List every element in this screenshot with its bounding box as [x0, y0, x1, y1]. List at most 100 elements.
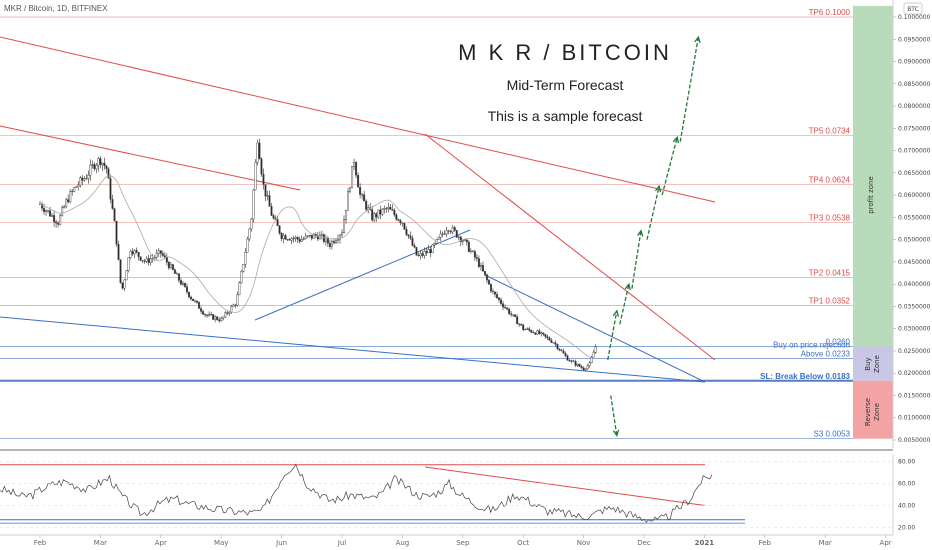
candle-body: [57, 222, 60, 225]
level-label-5: TP1 0.0352: [809, 297, 851, 306]
indicator-line: [0, 463, 713, 523]
candle-body: [504, 306, 507, 309]
candle-body: [270, 206, 273, 216]
profit-zone-label: profit zone: [867, 176, 875, 214]
y-tick-label: 0.0500000: [898, 237, 931, 244]
candle-body: [169, 264, 172, 269]
candle-body: [383, 208, 386, 210]
candle-body: [427, 249, 430, 254]
candle-body: [173, 269, 176, 274]
candle-body: [149, 258, 152, 264]
x-tick-label: Feb: [34, 539, 47, 547]
trendlines: [0, 36, 716, 383]
candle-body: [59, 215, 62, 225]
level-label-1: TP5 0.0734: [809, 126, 851, 135]
x-tick-label: Feb: [759, 539, 772, 547]
level-label-3: TP3 0.0538: [809, 214, 851, 223]
candle-body: [431, 244, 434, 253]
y-tick-label: 0.0050000: [898, 437, 931, 444]
candle-body: [469, 250, 472, 252]
forecast-arrow-1: [619, 284, 630, 325]
candle-body: [590, 357, 593, 364]
candle-body: [387, 206, 390, 209]
candle-body: [546, 336, 549, 338]
candle-body: [264, 184, 267, 197]
candle-body: [133, 250, 136, 255]
level-label-2: TP4 0.0624: [809, 175, 851, 184]
candle-body: [175, 273, 178, 275]
candle-body: [308, 234, 311, 237]
candle-body: [345, 210, 348, 220]
candle-body: [49, 210, 52, 217]
candle-body: [278, 225, 281, 234]
candle-body: [582, 367, 585, 371]
candle-body: [407, 234, 410, 237]
x-tick-label: Sep: [456, 539, 470, 547]
candle-body: [324, 237, 327, 242]
forecast-arrow-0: [607, 310, 618, 360]
indicator-tick-label: 60.00: [898, 481, 915, 488]
candle-body: [192, 298, 195, 302]
candle-body: [485, 274, 488, 281]
candle-body: [312, 234, 315, 239]
candle-body: [204, 314, 207, 316]
candle-body: [574, 361, 577, 366]
y-axis: 0.1000000 0.0950000 0.0900000 0.0850000 0.08…: [893, 14, 931, 444]
candle-body: [459, 236, 462, 242]
level-label-0: TP6 0.1000: [809, 8, 851, 17]
candle-body: [514, 314, 517, 318]
candle-body: [467, 241, 470, 252]
candle-body: [53, 215, 56, 222]
x-tick-label: Apr: [880, 539, 892, 547]
candle-body: [81, 177, 84, 181]
candle-body: [558, 348, 561, 351]
x-tick-label: Oct: [517, 539, 529, 547]
candle-body: [500, 299, 503, 304]
level-label-6: 0.0260: [826, 337, 851, 346]
candle-body: [83, 178, 86, 181]
candle-body: [538, 330, 541, 335]
candle-body: [578, 363, 581, 367]
candle-body: [226, 312, 229, 314]
candle-body: [508, 308, 511, 314]
candle-body: [139, 256, 142, 261]
currency-badge-box: [903, 2, 923, 15]
candle-body: [397, 219, 400, 221]
candle-body: [155, 253, 158, 258]
candle-body: [288, 239, 291, 241]
candle-body: [338, 234, 341, 240]
x-tick-label: Aug: [396, 539, 410, 547]
level-label-4: TP2 0.0415: [809, 268, 851, 277]
candle-body: [429, 249, 432, 253]
candle-body: [131, 251, 134, 255]
currency-badge: BTC: [907, 6, 919, 13]
candle-body: [200, 308, 203, 312]
chart-subtitle: Mid-Term Forecast: [507, 77, 624, 93]
candle-body: [101, 162, 104, 165]
candle-body: [419, 253, 422, 257]
candle-body: [234, 304, 237, 306]
candle-body: [171, 264, 174, 270]
candle-body: [417, 254, 420, 257]
y-tick-label: 0.0950000: [898, 36, 931, 43]
candle-body: [411, 237, 414, 246]
candle-body: [355, 162, 358, 176]
candle-body: [71, 190, 74, 192]
candle-body: [322, 234, 325, 242]
x-tick-label: Apr: [155, 539, 167, 547]
candle-body: [552, 342, 555, 344]
candle-body: [107, 168, 110, 179]
level-label-8: SL: Break Below 0.0183: [760, 372, 850, 381]
candle-body: [423, 251, 426, 256]
buy-zone-label-text: Buy: [864, 357, 872, 370]
buy-zone-label: BuyZone: [864, 355, 881, 373]
candle-body: [409, 235, 412, 239]
candle-body: [522, 324, 525, 330]
candle-body: [347, 191, 350, 211]
candle-body: [89, 164, 92, 176]
candle-body: [451, 227, 454, 233]
candle-body: [206, 314, 209, 316]
candle-body: [248, 228, 251, 240]
candle-body: [413, 245, 416, 248]
candle-body: [161, 253, 164, 256]
